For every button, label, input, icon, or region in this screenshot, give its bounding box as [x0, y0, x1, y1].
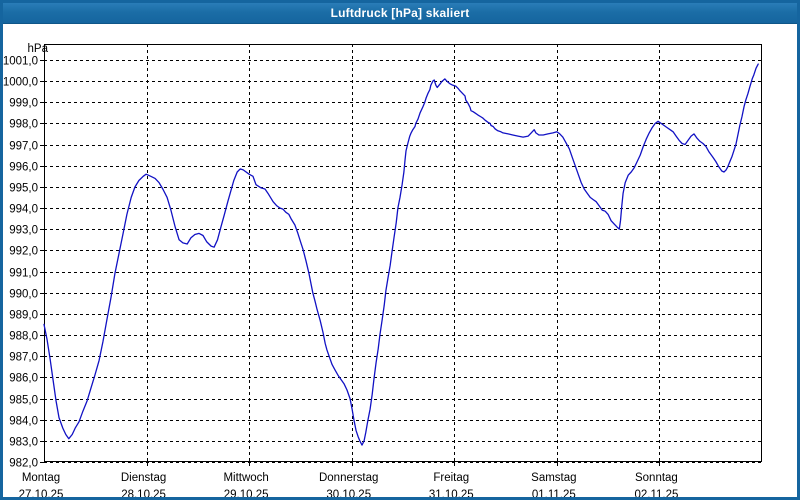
title-bar[interactable]: Luftdruck [hPa] skaliert: [3, 3, 797, 24]
y-tick-label: 990,0: [9, 289, 38, 301]
y-tick-label: 999,0: [9, 98, 38, 110]
y-tick-label: 1001,0: [3, 56, 38, 68]
x-day-label: Freitag: [433, 472, 469, 484]
y-tick-label: 988,0: [9, 331, 38, 343]
y-tick-label: 995,0: [9, 183, 38, 195]
pressure-line: [43, 63, 759, 446]
y-tick-label: 996,0: [9, 162, 38, 174]
x-day-label: Mittwoch: [223, 472, 268, 484]
x-day-label: Montag: [22, 472, 60, 484]
x-day-label: Dienstag: [121, 472, 166, 484]
x-day-label: Sonntag: [635, 472, 678, 484]
y-tick-label: 989,0: [9, 310, 38, 322]
x-day-label: Samstag: [531, 472, 576, 484]
y-tick-label: 991,0: [9, 268, 38, 280]
y-tick-label: 984,0: [9, 416, 38, 428]
x-date-label: 29.10.25: [224, 489, 269, 500]
y-tick-label: 992,0: [9, 246, 38, 258]
y-tick-label: 1000,0: [3, 77, 38, 89]
x-date-label: 31.10.25: [429, 489, 474, 500]
x-date-label: 02.11.25: [634, 489, 678, 500]
window-title: Luftdruck [hPa] skaliert: [330, 6, 470, 20]
y-tick-label: 994,0: [9, 204, 38, 216]
x-date-label: 28.10.25: [121, 489, 166, 500]
x-date-label: 01.11.25: [532, 489, 576, 500]
y-tick-label: 998,0: [9, 119, 38, 131]
y-tick-label: 983,0: [9, 437, 38, 449]
plot-frame: [44, 44, 762, 462]
y-tick-label: 986,0: [9, 373, 38, 385]
y-tick-label: 993,0: [9, 225, 38, 237]
y-tick-label: 985,0: [9, 395, 38, 407]
x-date-label: 30.10.25: [326, 489, 371, 500]
x-day-label: Donnerstag: [319, 472, 378, 484]
y-tick-label: 997,0: [9, 141, 38, 153]
y-tick-label: 987,0: [9, 352, 38, 364]
pressure-chart: 1001,0 1000,0 999,0 998,0 997,0 996,0 995,0 994…: [3, 43, 762, 500]
plot-area: [44, 44, 762, 462]
x-date-label: 27.10.25: [19, 489, 64, 500]
y-tick-label: 982,0: [9, 458, 38, 470]
y-unit-label: hPa: [28, 43, 49, 55]
